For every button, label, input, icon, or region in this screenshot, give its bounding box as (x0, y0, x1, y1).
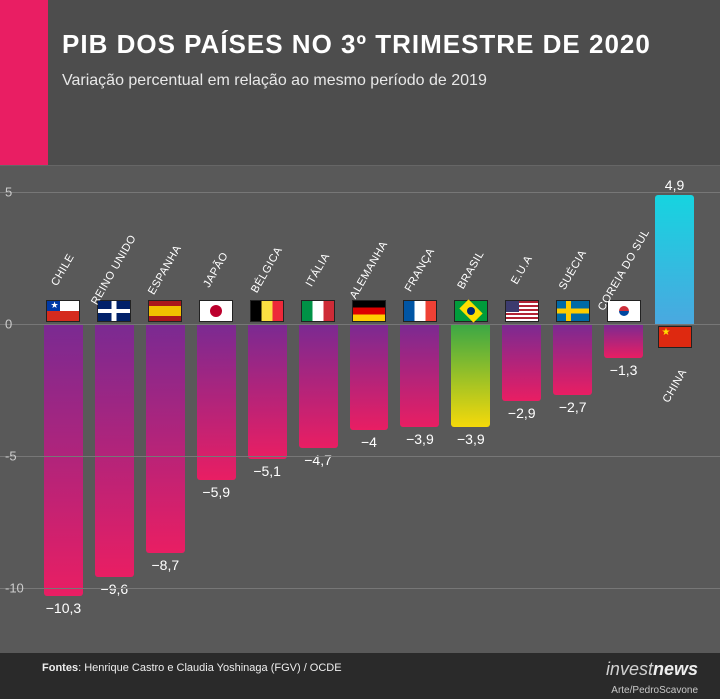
country-flag-icon (97, 300, 131, 322)
chart-bars-container: −10,3Chile−9,6Reino Unido−8,7Espanha−5,9… (40, 166, 698, 614)
bar-column: −10,3 Chile (40, 166, 87, 614)
country-flag-icon (658, 326, 692, 348)
chart-bar (248, 324, 287, 458)
country-label: Japão (201, 250, 231, 289)
country-flag-icon (454, 300, 488, 322)
logo-light: invest (606, 659, 653, 679)
bar-column: −5,9 Japão (193, 166, 240, 614)
chart-bar (146, 324, 185, 553)
page-title: PIB DOS PAÍSES NO 3º TRIMESTRE DE 2020 (62, 30, 660, 60)
y-tick-label: 5 (5, 185, 12, 200)
bar-column: −3,9 França (396, 166, 443, 614)
chart-bar (451, 324, 490, 427)
chart-bar (44, 324, 83, 595)
chart-bar (95, 324, 134, 577)
bar-value-label: −5,1 (253, 463, 281, 479)
bar-column: −8,7 Espanha (142, 166, 189, 614)
country-label: E.U.A (509, 254, 535, 287)
footer: Fontes: Henrique Castro e Claudia Yoshin… (0, 653, 720, 699)
bar-value-label: −2,9 (508, 405, 536, 421)
bar-column: 4,9 China (651, 166, 698, 614)
sources-label: Fontes (42, 662, 78, 674)
country-flag-icon (505, 300, 539, 322)
bar-value-label: 4,9 (665, 177, 684, 193)
country-label: França (403, 246, 438, 294)
gridline (0, 456, 720, 457)
bar-value-label: −9,6 (101, 581, 129, 597)
country-label: Bélgica (249, 245, 285, 295)
bar-column: −4,7 Itália (295, 166, 342, 614)
gridline (0, 588, 720, 589)
country-label: Chile (50, 252, 78, 288)
gridline (0, 192, 720, 193)
bar-column: −4 Alemanha (346, 166, 393, 614)
gridline (0, 324, 720, 325)
y-tick-label: -10 (5, 580, 24, 595)
country-flag-icon (199, 300, 233, 322)
chart-bar (400, 324, 439, 427)
country-label: Brasil (455, 249, 486, 291)
brand-logo: investnews (606, 659, 698, 680)
country-flag-icon (352, 300, 386, 322)
header: PIB DOS PAÍSES NO 3º TRIMESTRE DE 2020 V… (0, 0, 720, 106)
bar-column: −9,6 Reino Unido (91, 166, 138, 614)
bar-column: −2,9 E.U.A (498, 166, 545, 614)
chart-bar (350, 324, 389, 429)
chart-bar (655, 195, 694, 324)
country-label: Suécia (556, 248, 588, 292)
country-label: Reino Unido (89, 233, 139, 307)
chart-bar (299, 324, 338, 448)
country-flag-icon (556, 300, 590, 322)
sources-text: Fontes: Henrique Castro e Claudia Yoshin… (42, 661, 342, 675)
bar-value-label: −3,9 (457, 431, 485, 447)
accent-block (0, 0, 48, 165)
country-label: China (660, 367, 689, 405)
bar-value-label: −8,7 (151, 557, 179, 573)
sources-body: Henrique Castro e Claudia Yoshinaga (FGV… (84, 662, 341, 674)
art-credit: Arte/PedroScavone (611, 685, 698, 696)
country-label: Alemanha (348, 239, 391, 301)
chart-bar (502, 324, 541, 400)
country-flag-icon (403, 300, 437, 322)
bar-value-label: −4 (361, 434, 377, 450)
chart-plot: −10,3Chile−9,6Reino Unido−8,7Espanha−5,9… (40, 166, 698, 614)
bar-column: −2,7 Suécia (549, 166, 596, 614)
country-label: Itália (304, 251, 333, 289)
page-subtitle: Variação percentual em relação ao mesmo … (62, 72, 660, 90)
bar-value-label: −10,3 (46, 600, 81, 616)
bar-column: −5,1 Bélgica (244, 166, 291, 614)
chart-area: −10,3Chile−9,6Reino Unido−8,7Espanha−5,9… (0, 165, 720, 653)
bar-value-label: −4,7 (304, 452, 332, 468)
country-flag-icon (607, 300, 641, 322)
country-flag-icon (46, 300, 80, 322)
bar-value-label: −1,3 (610, 362, 638, 378)
bar-column: −1,3Coreia do Sul (600, 166, 647, 614)
bar-column: −3,9 Brasil (447, 166, 494, 614)
y-tick-label: 0 (5, 317, 12, 332)
chart-bar (604, 324, 643, 358)
country-flag-icon (301, 300, 335, 322)
country-flag-icon (250, 300, 284, 322)
logo-bold: news (653, 659, 698, 679)
y-tick-label: -5 (5, 448, 17, 463)
bar-value-label: −5,9 (202, 484, 230, 500)
chart-bar (553, 324, 592, 395)
bar-value-label: −2,7 (559, 399, 587, 415)
bar-value-label: −3,9 (406, 431, 434, 447)
country-label: Espanha (146, 243, 184, 297)
country-flag-icon (148, 300, 182, 322)
